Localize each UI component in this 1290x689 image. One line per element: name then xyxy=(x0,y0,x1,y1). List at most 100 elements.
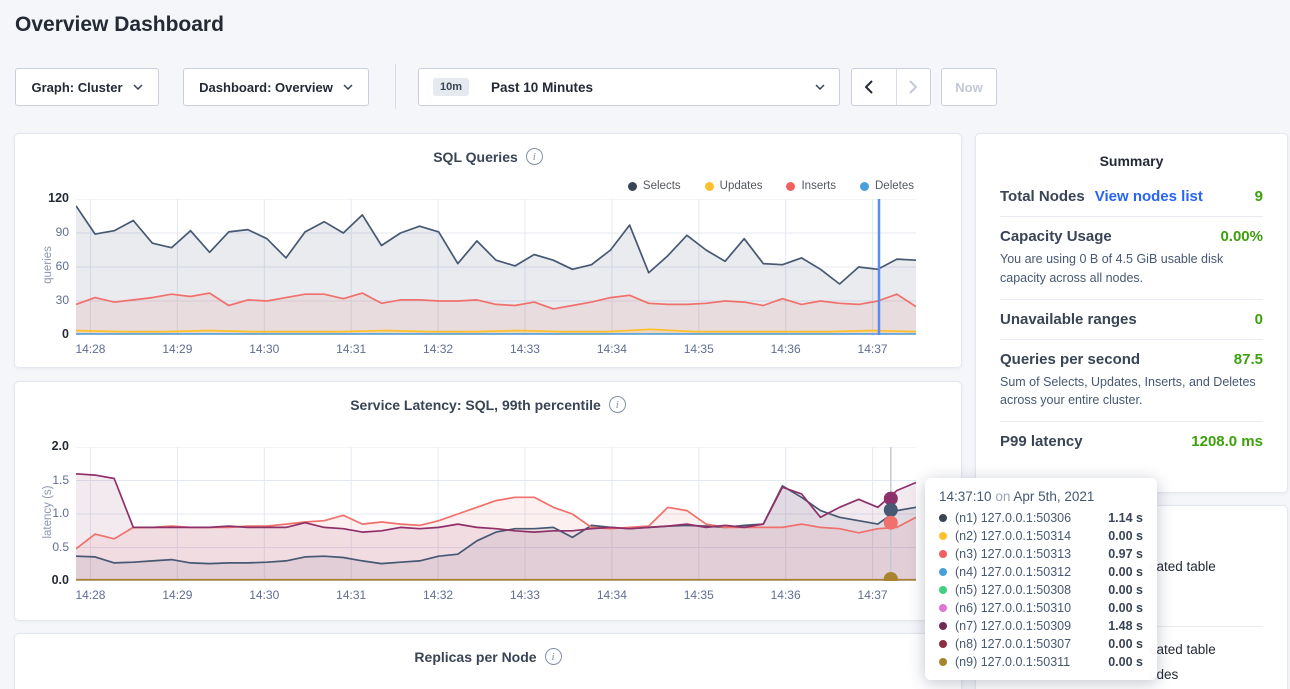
service-latency-svg xyxy=(75,446,917,586)
x-axis-tick: 14:30 xyxy=(249,342,280,356)
summary-label: Unavailable ranges xyxy=(1000,310,1137,328)
summary-description: Sum of Selects, Updates, Inserts, and De… xyxy=(1000,374,1256,408)
time-nav-group xyxy=(851,68,931,106)
service-latency-plot[interactable] xyxy=(75,446,917,586)
service-latency-title: Service Latency: SQL, 99th percentile xyxy=(350,396,601,413)
tooltip-row-n1: (n1) 127.0.0.1:50306 1.14 s xyxy=(939,509,1143,527)
chart-hover-tooltip: 14:37:10 on Apr 5th, 2021 (n1) 127.0.0.1… xyxy=(925,478,1157,680)
summary-label: Capacity Usage xyxy=(1000,228,1112,245)
summary-row-queries-per-second: Queries per second 87.5 Sum of Selects, … xyxy=(1000,340,1263,422)
time-range-label: Past 10 Minutes xyxy=(491,79,594,95)
tooltip-row-n7: (n7) 127.0.0.1:50309 1.48 s xyxy=(939,617,1143,635)
selects-dot-icon xyxy=(627,181,637,191)
x-axis-tick: 14:37 xyxy=(857,588,888,602)
y-axis-tick: 0 xyxy=(62,327,69,341)
legend-item-inserts[interactable]: Inserts xyxy=(786,180,836,192)
service-latency-card: Service Latency: SQL, 99th percentile i … xyxy=(14,381,962,621)
y-axis-tick: 0.5 xyxy=(52,539,69,554)
graph-scope-dropdown[interactable]: Graph: Cluster xyxy=(15,68,159,106)
x-axis-tick: 14:32 xyxy=(423,588,454,602)
tooltip-row-n9: (n9) 127.0.0.1:50311 0.00 s xyxy=(939,653,1143,671)
tooltip-row-n2: (n2) 127.0.0.1:50314 0.00 s xyxy=(939,527,1143,545)
legend-item-deletes[interactable]: Deletes xyxy=(860,180,914,192)
now-button-label: Now xyxy=(955,79,983,95)
x-axis-tick: 14:29 xyxy=(162,342,193,356)
x-axis-tick: 14:29 xyxy=(162,588,193,602)
tooltip-row-n3: (n3) 127.0.0.1:50313 0.97 s xyxy=(939,545,1143,563)
tooltip-row-n5: (n5) 127.0.0.1:50308 0.00 s xyxy=(939,581,1143,599)
x-axis-tick: 14:28 xyxy=(75,588,106,602)
summary-row-unavailable-ranges: Unavailable ranges 0 xyxy=(1000,300,1263,340)
x-axis-tick: 14:36 xyxy=(770,588,801,602)
dashboard-dropdown[interactable]: Dashboard: Overview xyxy=(183,68,369,106)
replicas-per-node-title: Replicas per Node xyxy=(414,648,537,665)
node-color-dot-icon xyxy=(939,532,947,540)
chevron-down-icon xyxy=(343,84,353,90)
sql-queries-plot[interactable] xyxy=(75,198,917,336)
summary-title: Summary xyxy=(1099,153,1164,169)
node-color-dot-icon xyxy=(939,640,947,648)
page-title: Overview Dashboard xyxy=(15,13,224,36)
updates-dot-icon xyxy=(704,181,714,191)
y-axis-tick: 1.0 xyxy=(52,506,69,520)
summary-row-total-nodes: Total Nodes View nodes list 9 xyxy=(1000,177,1263,217)
summary-description: You are using 0 B of 4.5 GiB usable disk… xyxy=(1000,252,1224,285)
tooltip-row-n4: (n4) 127.0.0.1:50312 0.00 s xyxy=(939,563,1143,581)
y-axis-tick: 60 xyxy=(55,259,69,273)
x-axis-tick: 14:33 xyxy=(509,588,540,602)
summary-label: Queries per second xyxy=(1000,350,1141,368)
node-color-dot-icon xyxy=(939,622,947,630)
x-axis-tick: 14:35 xyxy=(683,588,714,602)
legend-item-updates[interactable]: Updates xyxy=(704,180,762,192)
deletes-dot-icon xyxy=(860,181,869,191)
node-color-dot-icon xyxy=(939,658,947,666)
x-axis-tick: 14:34 xyxy=(596,342,627,356)
time-range-dropdown[interactable]: 10m Past 10 Minutes xyxy=(418,68,840,106)
node-color-dot-icon xyxy=(939,586,947,594)
y-axis-tick: 2.0 xyxy=(51,439,69,453)
legend-item-selects[interactable]: Selects xyxy=(627,180,681,192)
dashboard-label: Dashboard: Overview xyxy=(199,79,333,95)
x-axis-tick: 14:30 xyxy=(249,588,280,602)
y-axis-tick: 90 xyxy=(55,225,69,239)
event-item-fragment[interactable]: eated table xyxy=(1149,642,1216,657)
x-axis-tick: 14:31 xyxy=(336,342,367,356)
info-icon[interactable]: i xyxy=(525,148,543,165)
chevron-down-icon xyxy=(132,84,143,90)
event-item-fragment[interactable]: eated table xyxy=(1149,559,1216,574)
summary-value: 9 xyxy=(1254,188,1263,205)
sql-queries-svg xyxy=(75,198,917,336)
x-axis-tick: 14:34 xyxy=(596,588,627,602)
sql-queries-legend: Selects Updates Inserts Deletes xyxy=(627,180,914,192)
y-axis-tick: 1.5 xyxy=(52,472,69,487)
y-axis-tick: 120 xyxy=(48,191,69,205)
summary-panel: Summary Total Nodes View nodes list 9 Ca… xyxy=(975,133,1288,493)
sql-queries-card: SQL Queries i Selects Updates Inserts De… xyxy=(14,133,962,368)
tooltip-timestamp: 14:37:10 on Apr 5th, 2021 xyxy=(939,489,1095,504)
info-icon[interactable]: i xyxy=(544,648,562,665)
tooltip-row-n6: (n6) 127.0.0.1:50310 0.00 s xyxy=(939,599,1143,617)
summary-label: P99 latency xyxy=(1000,433,1083,450)
summary-row-p99-latency: P99 latency 1208.0 ms xyxy=(1000,422,1263,461)
graph-scope-label: Graph: Cluster xyxy=(31,79,123,95)
info-icon[interactable]: i xyxy=(608,396,626,413)
summary-value: 0 xyxy=(1254,310,1263,328)
sql-queries-title: SQL Queries xyxy=(433,148,518,165)
node-color-dot-icon xyxy=(939,568,947,576)
node-color-dot-icon xyxy=(939,604,947,612)
summary-value: 1208.0 ms xyxy=(1191,433,1263,450)
node-color-dot-icon xyxy=(939,514,947,522)
summary-value: 87.5 xyxy=(1233,350,1263,368)
replicas-per-node-card: Replicas per Node i xyxy=(14,633,962,689)
next-range-button[interactable] xyxy=(895,69,930,105)
x-axis-tick: 14:35 xyxy=(683,342,714,356)
x-axis-tick: 14:31 xyxy=(336,588,367,602)
x-axis-tick: 14:32 xyxy=(423,342,454,356)
y-axis-tick: 0.0 xyxy=(51,573,69,587)
previous-range-button[interactable] xyxy=(852,69,886,105)
now-button[interactable]: Now xyxy=(941,68,997,106)
view-nodes-list-link[interactable]: View nodes list xyxy=(1094,188,1203,205)
x-axis-tick: 14:36 xyxy=(770,342,801,356)
node-color-dot-icon xyxy=(939,550,947,558)
